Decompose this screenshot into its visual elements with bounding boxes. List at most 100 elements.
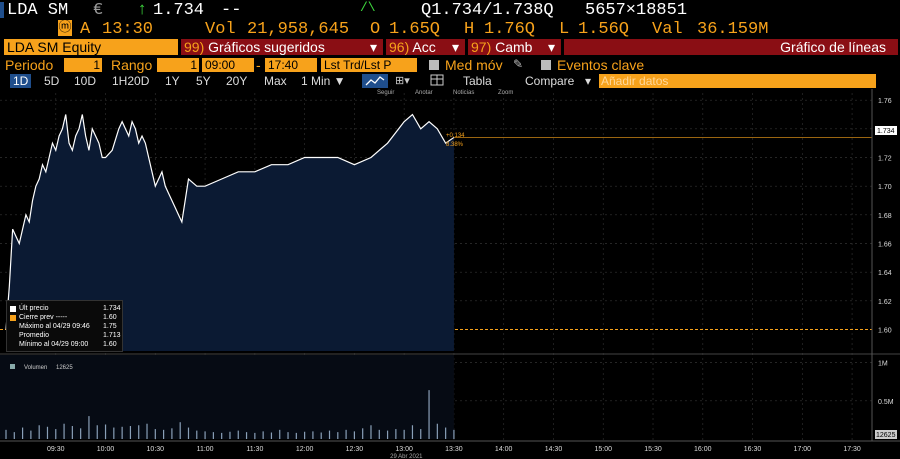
compare-button[interactable]: Compare bbox=[525, 74, 575, 88]
low-label: L bbox=[559, 20, 570, 39]
med-mov-checkbox[interactable] bbox=[429, 60, 439, 70]
annotations: +0.134 8.38% 1.734 12625 Volumen 12625 bbox=[10, 126, 897, 439]
chart-settings-icon[interactable]: ⊞▾ bbox=[395, 75, 410, 87]
tab-label: Camb bbox=[495, 39, 533, 55]
legend-label: Máximo al 04/29 09:46 bbox=[19, 323, 90, 330]
tab-number: 97) bbox=[471, 39, 492, 55]
time-to-input[interactable]: 17:40 bbox=[265, 58, 317, 72]
pencil-icon[interactable]: ✎ bbox=[513, 57, 524, 71]
tab-suggested-charts[interactable]: 99) Gráficos sugeridos ▾ bbox=[181, 39, 383, 55]
y-tick-label: 1.70 bbox=[878, 184, 892, 191]
security-field[interactable]: LDA SM Equity bbox=[4, 39, 178, 55]
a-label: A bbox=[80, 20, 91, 39]
chevron-down-icon: ▾ bbox=[547, 39, 555, 55]
ticker[interactable]: LDA SM bbox=[7, 1, 69, 20]
chevron-down-icon: ▾ bbox=[451, 39, 459, 55]
events-checkbox[interactable] bbox=[541, 60, 551, 70]
volume-legend-value: 12625 bbox=[56, 365, 73, 371]
table-button[interactable]: Tabla bbox=[463, 74, 492, 88]
vol-value: 21,958,645 bbox=[247, 20, 350, 39]
time-from-input[interactable]: 09:00 bbox=[202, 58, 254, 72]
x-date-label: 29 Abr 2021 bbox=[390, 454, 423, 459]
bid-ask: Q1.734/1.738Q bbox=[421, 1, 554, 20]
price-chart[interactable]: Seguir Anotar Noticias Zoom 1.761.741.72… bbox=[0, 89, 900, 459]
annotate-button[interactable]: Anotar bbox=[415, 90, 433, 96]
legend-swatch bbox=[10, 306, 16, 312]
currency: € bbox=[93, 1, 104, 20]
legend-value: 1.75 bbox=[103, 323, 117, 330]
tab-number: 96) bbox=[389, 39, 410, 55]
period-input[interactable]: 1 bbox=[64, 58, 102, 72]
y-tick-label: 1.68 bbox=[878, 213, 892, 220]
x-tick-label: 13:30 bbox=[445, 446, 463, 453]
events-label: Eventos clave bbox=[557, 57, 645, 73]
period-5y[interactable]: 5Y bbox=[196, 74, 211, 88]
trade-type-select[interactable]: Lst Trd/Lst P bbox=[321, 58, 417, 72]
legend-row: Promedio 1.713 bbox=[7, 332, 122, 340]
low-value: 1.56Q bbox=[578, 20, 630, 39]
value-label: Val bbox=[652, 20, 683, 39]
legend-row: Máximo al 04/29 09:46 1.75 bbox=[7, 323, 122, 331]
tab-change[interactable]: 97) Camb ▾ bbox=[468, 39, 561, 55]
x-tick-label: 17:00 bbox=[794, 446, 812, 453]
follow-button[interactable]: Seguir bbox=[377, 90, 394, 96]
legend-value: 1.713 bbox=[103, 332, 121, 339]
line-chart-icon[interactable] bbox=[362, 74, 388, 88]
period-20y[interactable]: 20Y bbox=[226, 74, 248, 88]
volume-tag bbox=[875, 430, 897, 439]
period-1y[interactable]: 1Y bbox=[165, 74, 180, 88]
x-tick-label: 14:30 bbox=[545, 446, 563, 453]
legend-label: Últ precio bbox=[19, 305, 49, 312]
legend-label: Promedio bbox=[19, 332, 49, 339]
volume-legend-swatch bbox=[10, 364, 15, 369]
price-series bbox=[0, 113, 872, 351]
y-tick-label: 1.72 bbox=[878, 156, 892, 163]
add-data-input[interactable]: Añadir datos bbox=[599, 74, 876, 88]
table-glyph bbox=[430, 74, 444, 86]
period-max[interactable]: Max bbox=[264, 74, 287, 88]
high-value: 1.76Q bbox=[484, 20, 536, 39]
up-arrow-icon: ↑ bbox=[137, 1, 148, 20]
x-tick-label: 11:30 bbox=[246, 446, 263, 453]
x-tick-label: 15:00 bbox=[594, 446, 612, 453]
news-button[interactable]: Noticias bbox=[453, 90, 474, 96]
high-label: H bbox=[464, 20, 475, 39]
volume-series bbox=[0, 355, 455, 439]
period-label: Periodo bbox=[5, 57, 54, 73]
quote-header: LDA SM € ↑ 1.734 -- /\ Q1.734/1.738Q 565… bbox=[0, 0, 900, 22]
volume-area bbox=[0, 355, 454, 439]
period-5d[interactable]: 5D bbox=[44, 74, 60, 88]
tab-label: Gráficos sugeridos bbox=[208, 39, 325, 55]
x-tick-label: 16:30 bbox=[744, 446, 762, 453]
open-value: 1.65Q bbox=[389, 20, 441, 39]
tab-actions[interactable]: 96) Acc ▾ bbox=[386, 39, 465, 55]
chart-type-title[interactable]: Gráfico de líneas bbox=[564, 39, 898, 55]
last-price: 1.734 bbox=[153, 1, 205, 20]
zoom-button[interactable]: Zoom bbox=[498, 90, 513, 96]
y-tick-label: 1M bbox=[878, 361, 888, 368]
price-legend: Últ precio 1.734 Cierre prev ----- 1.60 … bbox=[6, 300, 123, 352]
period-settings: Periodo 1 Rango 1 09:00 - 17:40 Lst Trd/… bbox=[0, 57, 900, 73]
x-tick-label: 10:00 bbox=[97, 446, 115, 453]
period-10d[interactable]: 10D bbox=[74, 74, 97, 88]
period-1h20d[interactable]: 1H20D bbox=[112, 74, 150, 88]
interval-select[interactable]: 1 Min ▼ bbox=[301, 74, 346, 88]
line-chart-glyph bbox=[365, 76, 385, 86]
chevron-down-icon: ▾ bbox=[369, 39, 377, 55]
legend-value: 1.60 bbox=[103, 314, 117, 321]
time-separator: - bbox=[256, 57, 261, 73]
axes: 1.761.741.721.701.681.661.641.621.601M0.… bbox=[0, 89, 900, 459]
price-line bbox=[5, 113, 455, 330]
exchange-icon: ⓜ bbox=[58, 20, 72, 36]
x-tick-label: 10:30 bbox=[147, 446, 165, 453]
value-amount: 36.159M bbox=[697, 20, 769, 39]
period-1d[interactable]: 1D bbox=[10, 74, 32, 88]
y-tick-label: 1.66 bbox=[878, 242, 892, 249]
x-tick-label: 13:00 bbox=[395, 446, 413, 453]
toolbar: LDA SM Equity 99) Gráficos sugeridos ▾ 9… bbox=[0, 38, 900, 57]
range-input[interactable]: 1 bbox=[157, 58, 199, 72]
change-pct-annotation: 8.38% bbox=[446, 142, 464, 148]
legend-label: Cierre prev ----- bbox=[19, 314, 68, 321]
period-bar: 1D 5D 10D 1H20D 1Y 5Y 20Y Max 1 Min ▼ ⊞▾… bbox=[0, 73, 900, 89]
x-tick-label: 09:30 bbox=[47, 446, 65, 453]
